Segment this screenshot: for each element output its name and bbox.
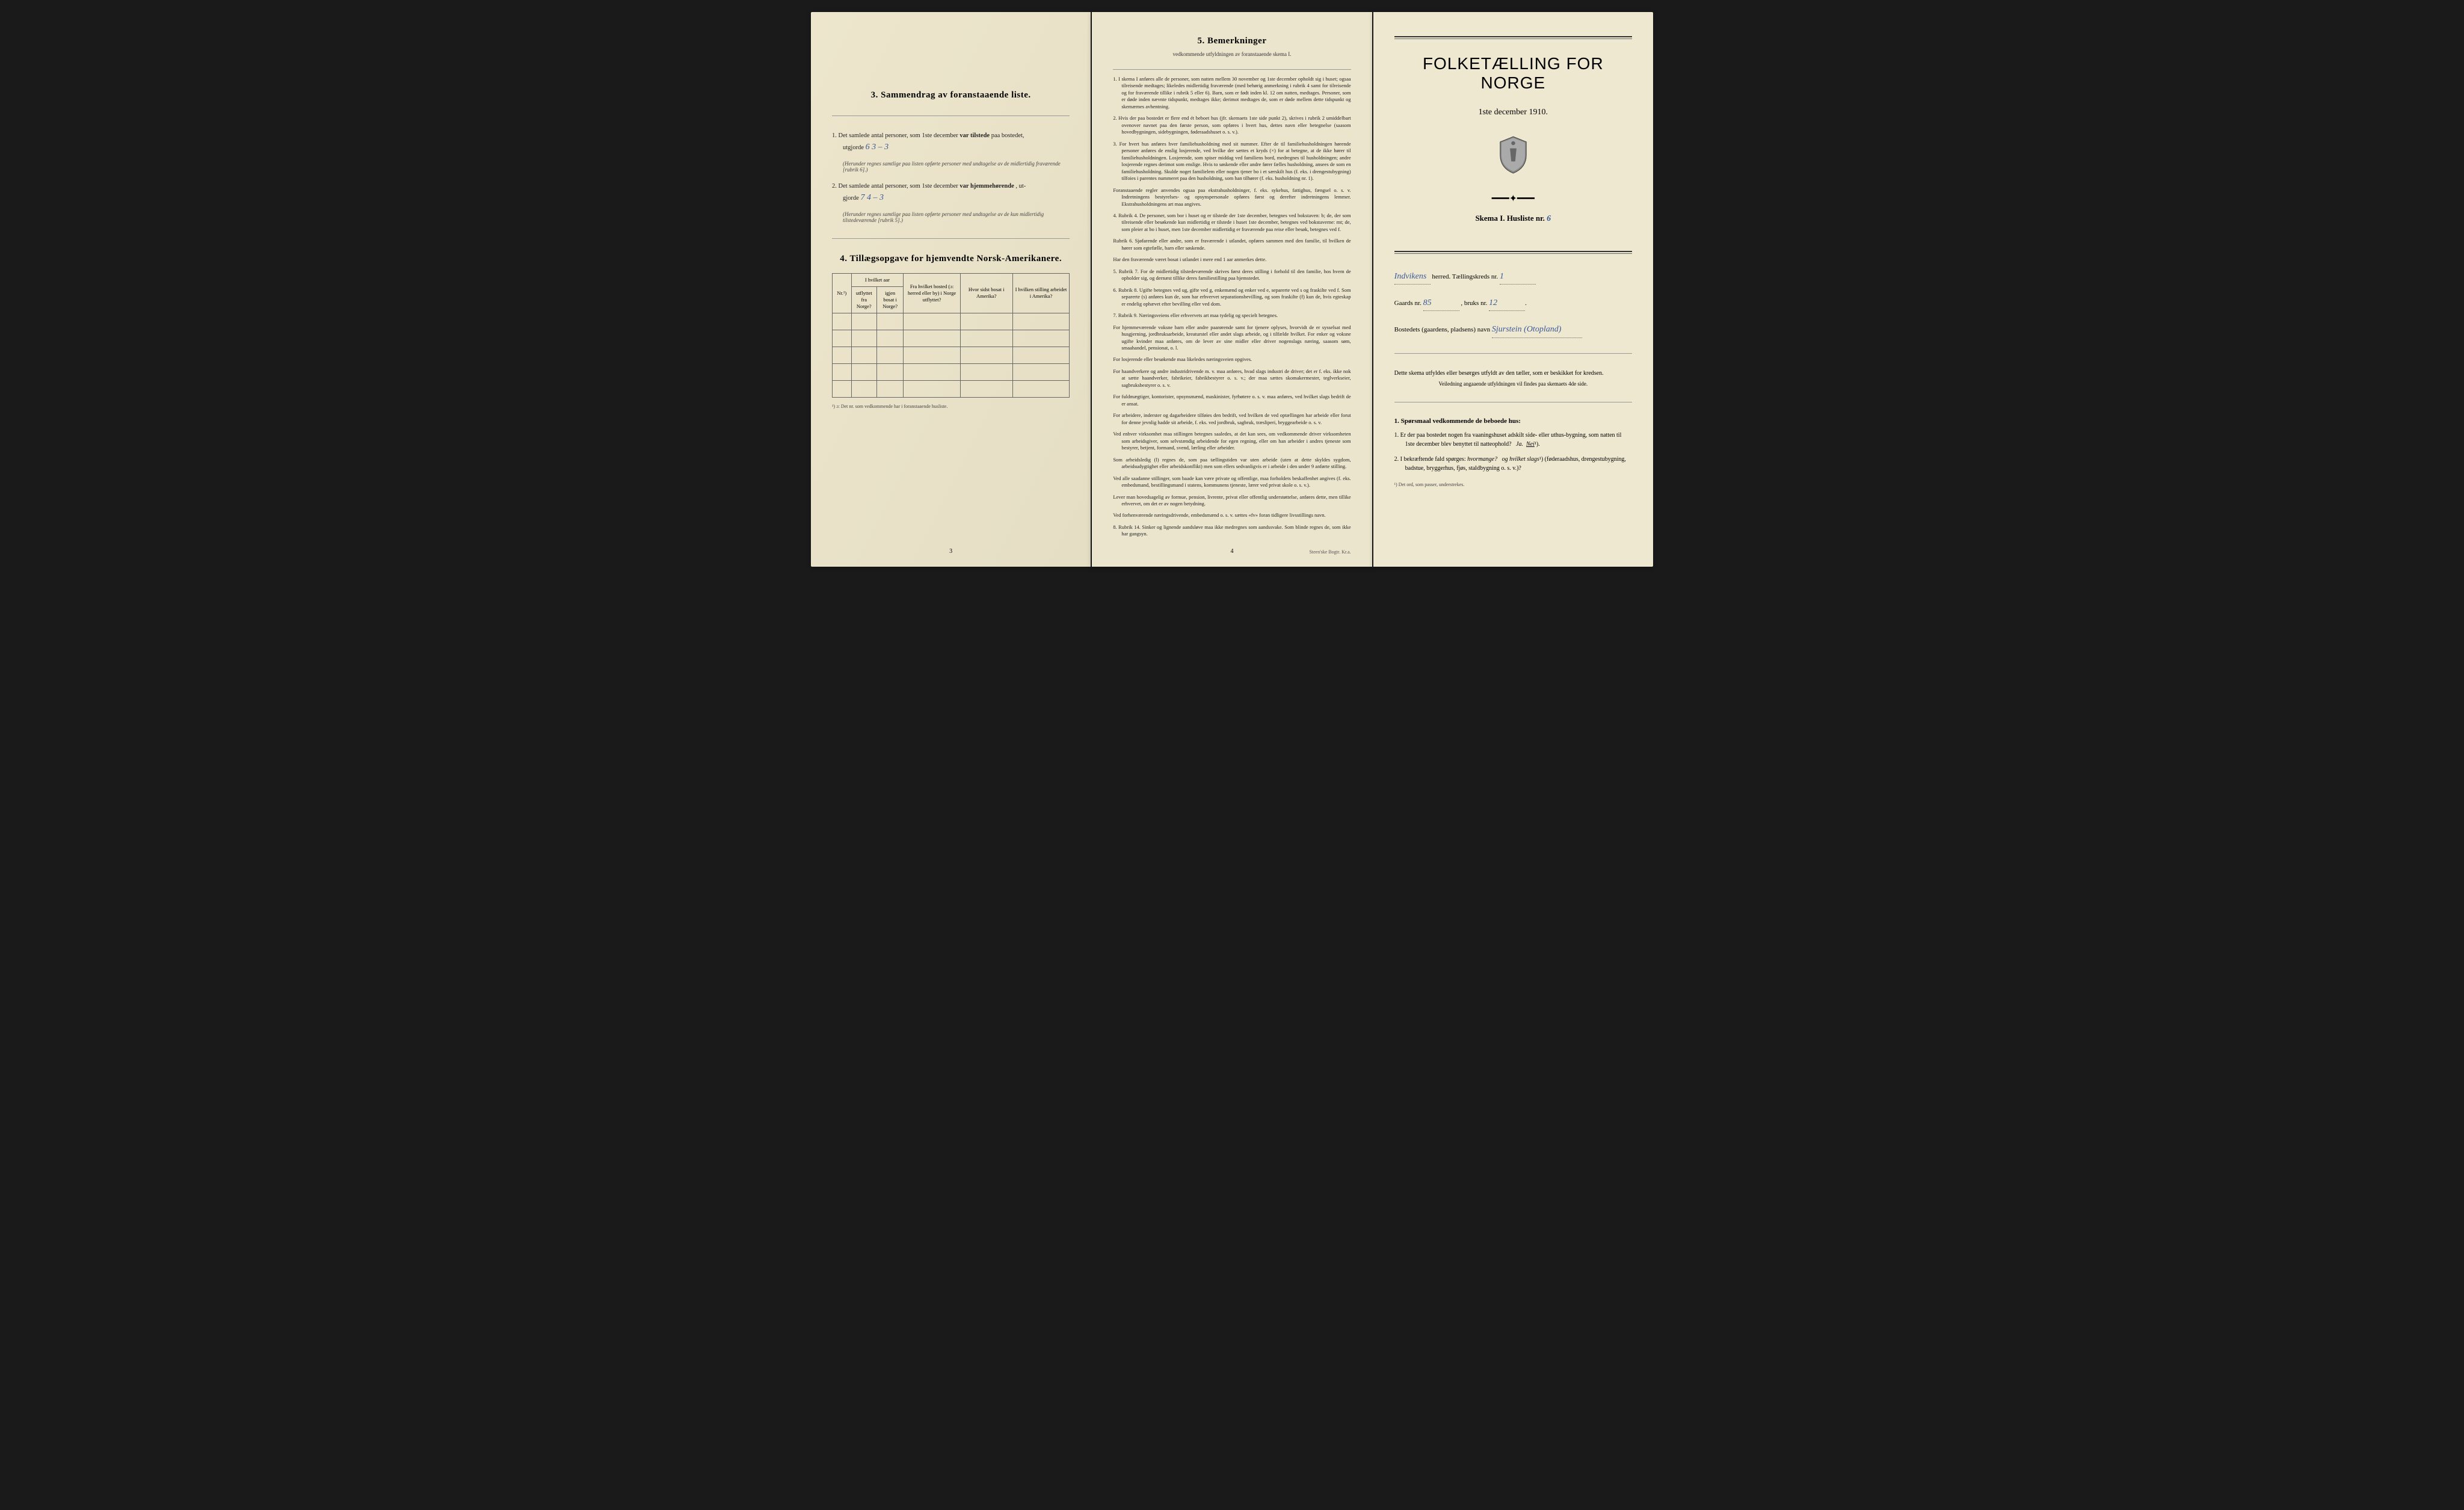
herred-value: Indvikens	[1394, 269, 1431, 285]
kreds-value: 1	[1500, 269, 1536, 285]
item-1: 1. Det samlede antal personer, som 1ste …	[832, 131, 1070, 153]
printer-mark: Steen'ske Bogtr. Kr.a.	[1309, 549, 1351, 555]
ornament-icon: ━━━✦━━━	[1394, 193, 1632, 205]
th-utflyttet: utflyttet fra Norge?	[851, 286, 876, 313]
table-row	[833, 363, 1070, 380]
item-2-note: (Herunder regnes samtlige paa listen opf…	[832, 211, 1070, 223]
remark-item: Har den fraværende været bosat i utlande…	[1113, 256, 1351, 263]
remark-item: 5. Rubrik 7. For de midlertidig tilstede…	[1113, 268, 1351, 282]
remark-item: Rubrik 6. Sjøfarende eller andre, som er…	[1113, 238, 1351, 251]
page-number-3: 3	[949, 548, 952, 555]
remark-item: 6. Rubrik 8. Ugifte betegnes ved ug, gif…	[1113, 287, 1351, 307]
divider	[1113, 69, 1351, 70]
instruction: Dette skema utfyldes eller besørges utfy…	[1394, 369, 1632, 378]
th-aar: I hvilket aar	[851, 273, 904, 286]
page-4: 5. Bemerkninger vedkommende utfyldningen…	[1092, 12, 1372, 567]
remark-item: For losjerende eller besøkende maa likel…	[1113, 356, 1351, 363]
handwritten-value-1: 6 3 – 3	[866, 143, 889, 152]
item-2: 2. Det samlede antal personer, som 1ste …	[832, 182, 1070, 204]
remark-item: For arbeidere, inderster og dagarbeidere…	[1113, 412, 1351, 426]
th-igjen: igjen bosat i Norge?	[877, 286, 904, 313]
remark-item: 1. I skema I anføres alle de personer, s…	[1113, 76, 1351, 110]
remark-item: 7. Rubrik 9. Næringsveiens eller erhverv…	[1113, 312, 1351, 319]
question-header: 1. Spørsmaal vedkommende de beboede hus:	[1394, 418, 1632, 425]
document-container: 3. Sammendrag av foranstaaende liste. 1.…	[811, 12, 1653, 567]
page-3: 3. Sammendrag av foranstaaende liste. 1.…	[811, 12, 1091, 567]
remark-item: 2. Hvis der paa bostedet er flere end ét…	[1113, 115, 1351, 135]
remarks-list: 1. I skema I anføres alle de personer, s…	[1113, 76, 1351, 538]
gaard-line: Gaards nr. 85 , bruks nr. 12.	[1394, 295, 1632, 311]
th-amerika: Hvor sidst bosat i Amerika?	[960, 273, 1012, 313]
amerikanere-table: Nr.¹) I hvilket aar Fra hvilket bosted (…	[832, 273, 1070, 398]
remark-item: Som arbeidsledig (l) regnes de, som paa …	[1113, 457, 1351, 470]
table-row	[833, 313, 1070, 330]
remark-item: 4. Rubrik 4. De personer, som bor i huse…	[1113, 212, 1351, 233]
main-title: FOLKETÆLLING FOR NORGE	[1394, 54, 1632, 93]
question-1: 1. Er der paa bostedet nogen fra vaaning…	[1394, 431, 1632, 449]
question-2: 2. I bekræftende fald spørges: hvormange…	[1394, 455, 1632, 473]
remark-item: Lever man hovedsagelig av formue, pensio…	[1113, 494, 1351, 508]
remark-item: Foranstaaende regler anvendes ogsaa paa …	[1113, 187, 1351, 208]
divider	[832, 238, 1070, 239]
main-subtitle: 1ste december 1910.	[1394, 108, 1632, 117]
nei-underlined: Nei	[1526, 441, 1535, 448]
herred-line: Indvikens herred. Tællingskreds nr. 1	[1394, 269, 1632, 285]
crest-icon	[1394, 135, 1632, 177]
section-5-title: 5. Bemerkninger	[1113, 36, 1351, 46]
table-footnote: ¹) ɔ: Det nr. som vedkommende har i fora…	[832, 404, 1070, 409]
remark-item: Ved enhver virksomhet maa stillingen bet…	[1113, 431, 1351, 451]
section-5-subtitle: vedkommende utfyldningen av foranstaaend…	[1113, 51, 1351, 57]
husliste-nr: 6	[1547, 214, 1551, 223]
section-3-title: 3. Sammendrag av foranstaaende liste.	[832, 90, 1070, 100]
page-number-4: 4	[1230, 548, 1233, 555]
divider	[1394, 353, 1632, 354]
remark-item: Ved forhenværende næringsdrivende, embed…	[1113, 512, 1351, 519]
right-footnote: ¹) Det ord, som passer, understrekes.	[1394, 482, 1632, 487]
gaard-value: 85	[1423, 295, 1459, 311]
skema-line: Skema I. Husliste nr. 6	[1394, 214, 1632, 224]
bosted-line: Bostedets (gaardens, pladsens) navn Sjur…	[1394, 322, 1632, 337]
bruks-value: 12	[1489, 295, 1525, 311]
remark-item: For fuldmægtiger, kontorister, opsynsmæn…	[1113, 393, 1351, 407]
th-stilling: I hvilken stilling arbeidet i Amerika?	[1012, 273, 1070, 313]
item-1-note: (Herunder regnes samtlige paa listen opf…	[832, 161, 1070, 173]
page-cover: FOLKETÆLLING FOR NORGE 1ste december 191…	[1373, 12, 1653, 567]
th-nr: Nr.¹)	[833, 273, 852, 313]
remark-item: 3. For hvert hus anføres hver familiehus…	[1113, 141, 1351, 182]
bosted-value: Sjurstein (Otopland)	[1492, 322, 1582, 337]
handwritten-value-2: 7 4 – 3	[860, 193, 884, 202]
th-bosted: Fra hvilket bosted (ɔ: herred eller by) …	[904, 273, 961, 313]
remark-item: Ved alle saadanne stillinger, som baade …	[1113, 475, 1351, 489]
remark-item: For haandverkere og andre industridriven…	[1113, 368, 1351, 389]
table-row	[833, 380, 1070, 397]
table-row	[833, 347, 1070, 363]
section-4-title: 4. Tillægsopgave for hjemvendte Norsk-Am…	[832, 254, 1070, 264]
remark-item: 8. Rubrik 14. Sinker og lignende aandslø…	[1113, 524, 1351, 538]
table-row	[833, 330, 1070, 347]
instruction-note: Veiledning angaaende utfyldningen vil fi…	[1394, 381, 1632, 387]
remark-item: For hjemmeværende voksne barn eller andr…	[1113, 324, 1351, 352]
